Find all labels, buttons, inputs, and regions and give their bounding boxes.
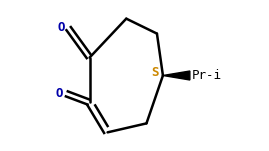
Text: O: O [55, 87, 63, 100]
Text: O: O [57, 21, 65, 34]
Polygon shape [163, 71, 190, 80]
Text: S: S [152, 66, 159, 79]
Text: Pr-i: Pr-i [192, 69, 222, 82]
